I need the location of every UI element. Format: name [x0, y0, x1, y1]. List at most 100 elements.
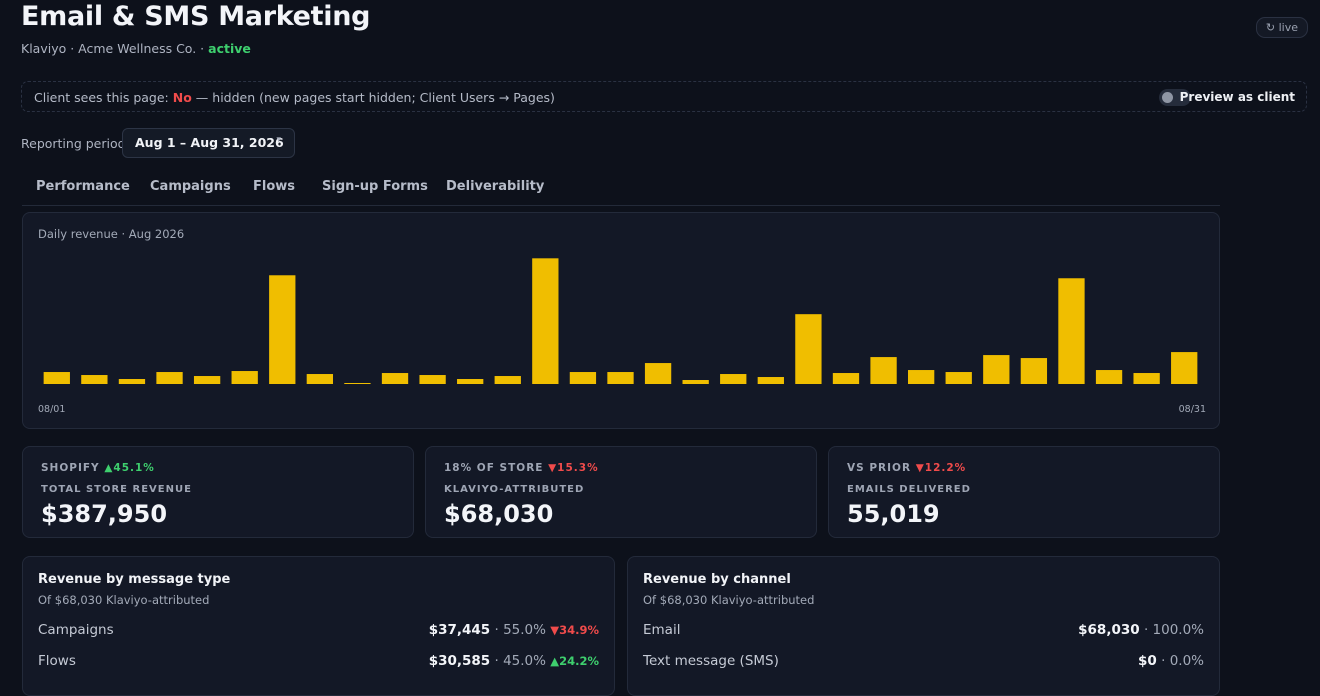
bar — [381, 373, 409, 384]
banner-text: Client sees this page: No — hidden (new … — [34, 90, 555, 105]
breakdown-row: Text message (SMS) $0 · 0.0% — [643, 653, 1204, 673]
row-value: $0 — [1138, 653, 1157, 669]
x-tick-label: 08/01 — [38, 404, 65, 415]
visibility-banner: Client sees this page: No — hidden (new … — [21, 81, 1307, 112]
period-label: Reporting period — [21, 136, 126, 151]
row-share: · 0.0% — [1161, 653, 1204, 669]
kpi-card: VS PRIOR ▼12.2% EMAILS DELIVERED 55,019 — [828, 446, 1220, 538]
kpi-delta: ▲45.1% — [104, 462, 155, 474]
row-value: $68,030 — [1078, 622, 1140, 638]
tab[interactable]: Campaigns — [150, 179, 231, 194]
subtitle: Klaviyo · Acme Wellness Co. · active — [21, 41, 251, 56]
bar — [43, 372, 70, 384]
bar — [532, 258, 559, 384]
bar — [457, 379, 484, 384]
x-tick-label: 08/31 — [1179, 404, 1206, 415]
kpi-label: TOTAL STORE REVENUE — [41, 484, 192, 495]
bar — [1133, 373, 1160, 384]
kpi-source: VS PRIOR ▼12.2% — [847, 462, 966, 474]
kpi-delta: ▼15.3% — [548, 462, 599, 474]
breakdown-panel: Revenue by channel Of $68,030 Klaviyo-at… — [627, 556, 1220, 696]
row-name: Email — [643, 622, 681, 638]
bar — [945, 372, 972, 384]
row-share: · 45.0% — [494, 653, 546, 669]
bar — [419, 375, 446, 384]
row-figures: $37,445 · 55.0% ▼34.9% — [429, 622, 599, 638]
banner-label: Client sees this page: — [34, 90, 169, 105]
bar — [832, 373, 860, 384]
panel-subtitle: Of $68,030 Klaviyo-attributed — [643, 593, 815, 607]
row-figures: $68,030 · 100.0% — [1078, 622, 1204, 638]
tab[interactable]: Performance — [36, 179, 130, 194]
row-figures: $30,585 · 45.0% ▲24.2% — [429, 653, 599, 669]
bar — [720, 374, 747, 384]
breakdown-row: Email $68,030 · 100.0% — [643, 622, 1204, 642]
chart-card: Daily revenue · Aug 2026 08/01 08/31 — [22, 212, 1220, 429]
bar — [795, 314, 822, 384]
row-delta: ▲24.2% — [550, 654, 599, 668]
bar — [983, 355, 1010, 384]
chart: Daily revenue · Aug 2026 08/01 08/31 — [38, 227, 1206, 415]
bar — [682, 380, 709, 384]
bar — [1058, 278, 1085, 384]
live-badge[interactable]: ↻ live — [1255, 17, 1308, 38]
banner-detail: — hidden (new pages start hidden; Client… — [195, 90, 555, 105]
bar — [569, 372, 597, 384]
preview-toggle[interactable] — [1159, 89, 1191, 106]
toggle-knob — [1162, 92, 1173, 103]
panel-title: Revenue by message type — [38, 572, 231, 587]
page-title: Email & SMS Marketing — [21, 1, 371, 32]
kpi-delta: ▼12.2% — [915, 462, 967, 474]
kpi-source-text: 18% OF STORE — [444, 462, 544, 474]
row-name: Flows — [38, 653, 76, 669]
kpi-source: 18% OF STORE ▼15.3% — [444, 462, 599, 474]
row-value: $37,445 — [428, 622, 491, 638]
bar — [81, 375, 108, 384]
kpi-label: EMAILS DELIVERED — [847, 484, 971, 495]
tab[interactable]: Flows — [253, 179, 296, 194]
kpi-value: $387,950 — [41, 500, 168, 528]
period-dropdown[interactable]: Aug 1 – Aug 31, 2026 ▾ — [122, 128, 295, 158]
caret: ▾ — [276, 135, 281, 145]
page: { "header": {"title": "Email & SMS Marke… — [21, 1, 1308, 696]
row-delta: ▼34.9% — [550, 623, 599, 637]
chart-title: Daily revenue · Aug 2026 — [38, 227, 184, 241]
breakdown-row: Campaigns $37,445 · 55.0% ▼34.9% — [38, 622, 599, 642]
bar — [306, 374, 334, 384]
bar — [231, 371, 258, 384]
tab[interactable]: Sign-up Forms — [322, 179, 428, 194]
breakdown-panel: Revenue by message type Of $68,030 Klavi… — [22, 556, 615, 696]
bar — [644, 363, 672, 384]
bar — [494, 376, 521, 384]
panel-subtitle: Of $68,030 Klaviyo-attributed — [38, 593, 210, 607]
bar — [757, 377, 784, 384]
kpi-value: $68,030 — [444, 500, 554, 528]
bar — [1095, 370, 1123, 384]
row-share: · 55.0% — [494, 622, 546, 638]
row-name: Campaigns — [38, 622, 114, 638]
bar — [269, 275, 296, 384]
kpi-source: SHOPIFY ▲45.1% — [41, 462, 155, 474]
bar — [344, 383, 371, 384]
tab[interactable]: Deliverability — [446, 179, 545, 194]
bar — [118, 379, 146, 384]
row-share: · 100.0% — [1143, 622, 1204, 638]
row-value: $30,585 — [428, 653, 491, 669]
bar — [1020, 358, 1048, 384]
row-figures: $0 · 0.0% — [1138, 653, 1204, 669]
preview-label[interactable]: Preview as client — [1179, 90, 1295, 104]
kpi-card: 18% OF STORE ▼15.3% KLAVIYO-ATTRIBUTED $… — [425, 446, 817, 538]
bar — [1171, 352, 1198, 384]
kpi-source-text: SHOPIFY — [41, 462, 100, 474]
panel-title: Revenue by channel — [643, 572, 791, 587]
banner-state: No — [172, 90, 192, 105]
bar — [870, 357, 897, 384]
period-value: Aug 1 – Aug 31, 2026 — [135, 135, 284, 150]
kpi-source-text: VS PRIOR — [847, 462, 912, 474]
row-name: Text message (SMS) — [643, 653, 779, 669]
bar — [607, 372, 634, 384]
kpi-card: SHOPIFY ▲45.1% TOTAL STORE REVENUE $387,… — [22, 446, 414, 538]
tabs: Performance Campaigns Flows Sign-up Form… — [22, 174, 1220, 206]
status: active — [208, 41, 251, 56]
kpi-value: 55,019 — [847, 500, 940, 528]
